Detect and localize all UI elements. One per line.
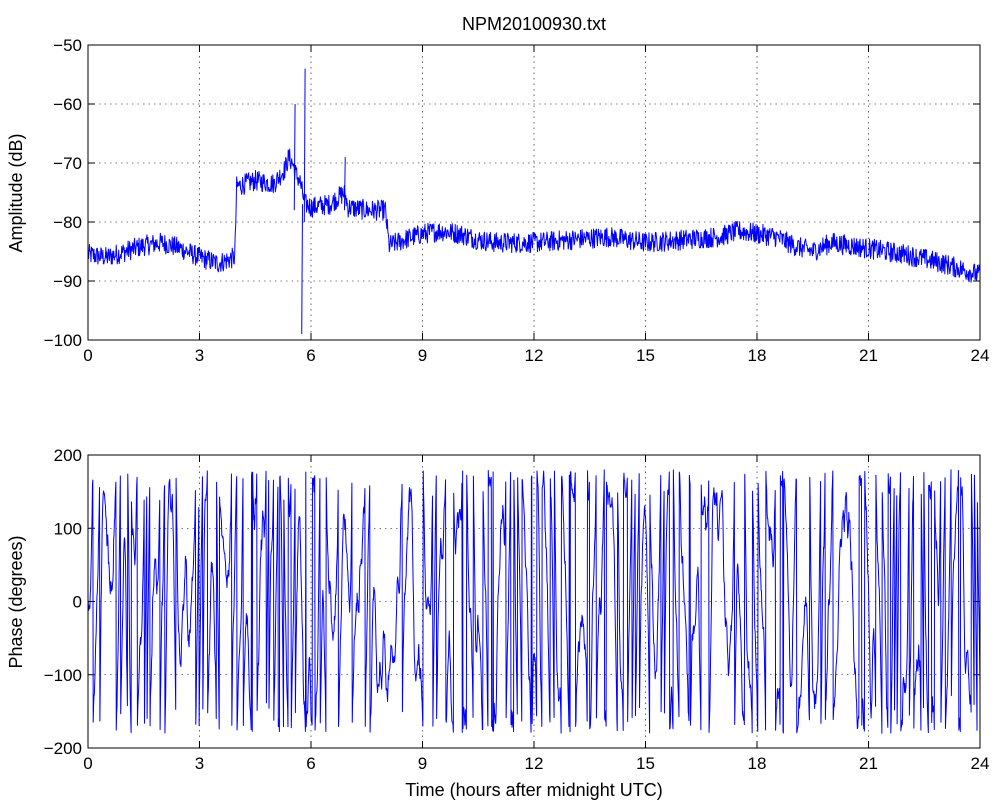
x-tick-label: 15: [636, 754, 655, 773]
amplitude-axes-frame: [87, 44, 981, 341]
y-tick-label: 100: [54, 519, 82, 538]
phase-axes-frame: [87, 454, 981, 749]
x-tick-label: 21: [859, 346, 878, 365]
amplitude-panel: 0 3 6 9 12 15 18 21 24 −100 −90 −80 −70 −60 −50 NPM20…: [6, 14, 989, 365]
x-tick-label: 24: [971, 754, 990, 773]
x-tick-label: 6: [306, 754, 315, 773]
phase-panel: 0 3 6 9 12 15 18 21 24 −200 −100 0 100 200 Time (hou…: [6, 446, 989, 800]
amplitude-y-tick-labels: −100 −90 −80 −70 −60 −50: [44, 36, 82, 350]
x-tick-label: 12: [525, 754, 544, 773]
x-tick-label: 9: [418, 754, 427, 773]
phase-x-tick-labels: 0 3 6 9 12 15 18 21 24: [83, 754, 989, 773]
amplitude-y-axis-label: Amplitude (dB): [6, 133, 26, 252]
phase-series: [87, 469, 981, 734]
x-tick-label: 6: [306, 346, 315, 365]
phase-y-tick-labels: −200 −100 0 100 200: [44, 446, 82, 758]
x-tick-label: 9: [418, 346, 427, 365]
phase-x-axis-label: Time (hours after midnight UTC): [405, 780, 662, 800]
amplitude-series: [87, 68, 981, 335]
x-tick-label: 18: [748, 346, 767, 365]
x-tick-label: 18: [748, 754, 767, 773]
x-tick-label: 3: [195, 346, 204, 365]
x-tick-label: 12: [525, 346, 544, 365]
y-tick-label: −60: [53, 95, 82, 114]
y-tick-label: −200: [44, 739, 82, 758]
y-tick-label: −70: [53, 154, 82, 173]
x-tick-label: 21: [859, 754, 878, 773]
amplitude-grid: [88, 45, 980, 340]
amplitude-line: [87, 68, 981, 335]
x-tick-label: 3: [195, 754, 204, 773]
x-tick-label: 24: [971, 346, 990, 365]
y-tick-label: 0: [73, 593, 82, 612]
phase-y-axis-label: Phase (degrees): [6, 535, 26, 668]
y-tick-label: 200: [54, 446, 82, 465]
x-tick-label: 15: [636, 346, 655, 365]
y-tick-label: −90: [53, 272, 82, 291]
y-tick-label: −50: [53, 36, 82, 55]
y-tick-label: −100: [44, 666, 82, 685]
amplitude-x-tick-labels: 0 3 6 9 12 15 18 21 24: [83, 346, 989, 365]
chart-title: NPM20100930.txt: [462, 14, 606, 34]
y-tick-label: −80: [53, 213, 82, 232]
x-tick-label: 0: [83, 346, 92, 365]
phase-line: [87, 469, 981, 734]
y-tick-label: −100: [44, 331, 82, 350]
x-tick-label: 0: [83, 754, 92, 773]
